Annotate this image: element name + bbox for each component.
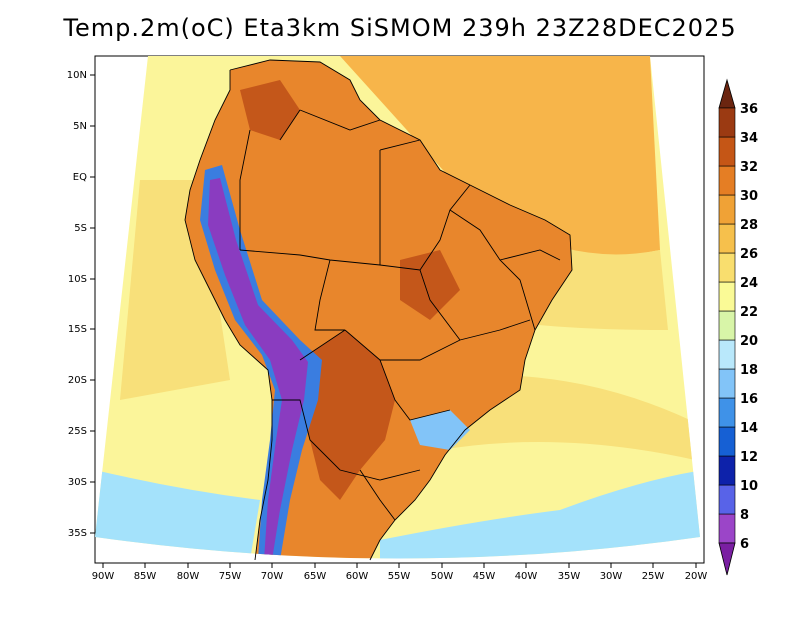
lon-label: 20W [685, 571, 708, 582]
lat-label: 10N [67, 70, 87, 81]
ocean-cold-pacific [95, 470, 260, 559]
lat-label: 25S [68, 426, 87, 437]
colorbar-segment [718, 194, 736, 225]
lat-label: 20S [68, 375, 87, 386]
colorbar-label: 22 [740, 305, 758, 320]
colorbar-label: 26 [740, 247, 758, 262]
colorbar-segment [718, 397, 736, 428]
lat-label: 5N [73, 121, 87, 132]
lat-label: 5S [74, 223, 87, 234]
lon-label: 60W [346, 571, 369, 582]
lat-label: 30S [68, 477, 87, 488]
map-title: Temp.2m(oC) Eta3km SiSMOM 239h 23Z28DEC2… [63, 14, 737, 42]
andes-cold-strip [208, 178, 308, 559]
colorbar-label: 36 [740, 102, 758, 117]
colorbar-label: 30 [740, 189, 758, 204]
temperature-field [95, 56, 700, 559]
colorbar-label: 10 [740, 479, 758, 494]
colorbar-label: 12 [740, 450, 758, 465]
lat-label: 10S [68, 274, 87, 285]
lon-label: 50W [431, 571, 454, 582]
colorbar-bottom-arrow [718, 542, 736, 576]
ocean-cold-atlantic [380, 470, 700, 559]
colorbar-label: 28 [740, 218, 758, 233]
colorbar-label: 8 [740, 508, 749, 523]
colorbar-segment [718, 165, 736, 196]
colorbar-segment [718, 252, 736, 283]
lon-label: 65W [304, 571, 327, 582]
colorbar-label: 14 [740, 421, 758, 436]
colorbar-segments [718, 107, 736, 544]
north-hot-region [240, 80, 300, 140]
colorbar-segment [718, 426, 736, 457]
ocean-warm-region [340, 56, 660, 258]
colorbar: 6 8 10 12 14 16 18 20 22 24 26 28 30 32 … [718, 78, 758, 576]
lon-label: 55W [388, 571, 411, 582]
lat-label: 15S [68, 324, 87, 335]
lon-label: 85W [134, 571, 157, 582]
chaco-hot-region [300, 330, 395, 500]
colorbar-label: 20 [740, 334, 758, 349]
colorbar-label: 16 [740, 392, 758, 407]
lon-label: 30W [600, 571, 623, 582]
colorbar-segment [718, 223, 736, 254]
lon-label: 90W [92, 571, 115, 582]
lon-label: 35W [558, 571, 581, 582]
lon-label: 40W [515, 571, 538, 582]
lon-label: 80W [177, 571, 200, 582]
longitude-axis: 90W 85W 80W 75W 70W 65W 60W 55W 50W 45W … [92, 563, 708, 582]
southeast-cool-region [410, 410, 470, 450]
lon-label: 45W [473, 571, 496, 582]
colorbar-label: 18 [740, 363, 758, 378]
lat-label: EQ [73, 172, 87, 183]
colorbar-label: 34 [740, 131, 758, 146]
colorbar-segment [718, 136, 736, 167]
lon-label: 70W [261, 571, 284, 582]
colorbar-segment [718, 368, 736, 399]
colorbar-label: 24 [740, 276, 758, 291]
country-borders [184, 59, 573, 561]
colorbar-segment [718, 339, 736, 370]
colorbar-segment [718, 107, 736, 138]
colorbar-label: 6 [740, 537, 749, 552]
colorbar-segment [718, 484, 736, 515]
lon-label: 75W [219, 571, 242, 582]
colorbar-label: 32 [740, 160, 758, 175]
colorbar-segment [718, 513, 736, 544]
colorbar-top-arrow [718, 78, 736, 109]
colorbar-segment [718, 281, 736, 312]
lon-label: 25W [642, 571, 665, 582]
lat-label: 35S [68, 528, 87, 539]
central-hot-region [400, 250, 460, 320]
colorbar-segment [718, 455, 736, 486]
latitude-axis: 10N 5N EQ 5S 10S 15S 20S 25S 30S 35S [67, 70, 95, 539]
colorbar-segment [718, 310, 736, 341]
